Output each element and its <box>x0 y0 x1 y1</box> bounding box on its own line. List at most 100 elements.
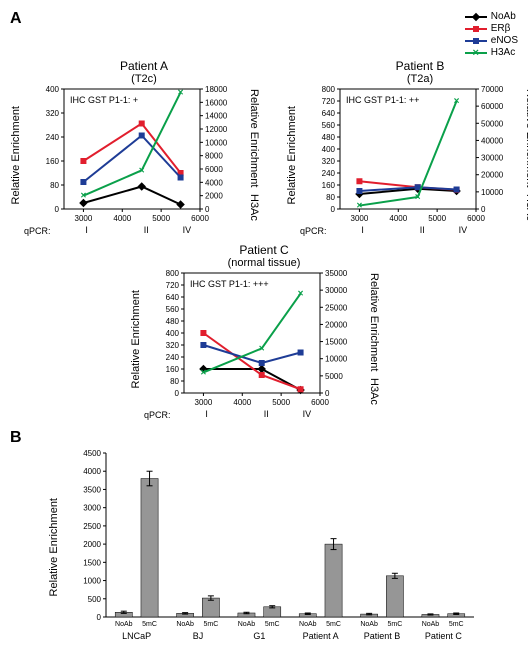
svg-text:160: 160 <box>46 157 60 166</box>
svg-text:NoAb: NoAb <box>115 621 133 628</box>
svg-text:720: 720 <box>322 97 336 106</box>
svg-text:4000: 4000 <box>83 467 101 476</box>
svg-text:640: 640 <box>166 293 180 302</box>
svg-text:2000: 2000 <box>205 192 223 201</box>
chart-title: Patient A <box>10 59 278 73</box>
svg-text:320: 320 <box>322 157 336 166</box>
panel-a: Patient A(T2c) Relative Enrichment 0 80 160 2… <box>10 59 518 421</box>
svg-text:800: 800 <box>166 269 180 278</box>
svg-text:25000: 25000 <box>325 303 348 312</box>
svg-text:480: 480 <box>166 317 180 326</box>
svg-text:×: × <box>415 192 421 203</box>
roman-tick: II <box>264 409 269 419</box>
svg-text:160: 160 <box>166 365 180 374</box>
svg-text:G1: G1 <box>253 631 265 641</box>
legend-item: ×H3Ac <box>465 47 518 58</box>
svg-text:5mC: 5mC <box>265 621 280 628</box>
chart-title: Patient C <box>130 243 398 257</box>
legend-item: eNOS <box>465 35 518 46</box>
svg-text:0: 0 <box>205 205 210 214</box>
svg-text:NoAb: NoAb <box>238 621 256 628</box>
svg-text:0: 0 <box>325 389 330 398</box>
svg-text:240: 240 <box>166 353 180 362</box>
right-axis-label: Relative Enrichment <box>248 89 260 187</box>
svg-text:3000: 3000 <box>195 398 213 407</box>
svg-text:×: × <box>178 87 184 98</box>
svg-text:NoAb: NoAb <box>299 621 317 628</box>
svg-text:×: × <box>81 191 87 202</box>
svg-text:NoAb: NoAb <box>422 621 440 628</box>
svg-text:500: 500 <box>88 595 102 604</box>
svg-text:2500: 2500 <box>83 522 101 531</box>
panel-a-label: A <box>10 10 22 28</box>
svg-text:10000: 10000 <box>481 188 504 197</box>
svg-text:Patient B: Patient B <box>364 631 401 641</box>
roman-tick: I <box>205 409 208 419</box>
svg-text:320: 320 <box>46 109 60 118</box>
svg-text:60000: 60000 <box>481 102 504 111</box>
svg-text:10000: 10000 <box>325 355 348 364</box>
chart-subtitle: (T2c) <box>10 73 278 85</box>
svg-text:5000: 5000 <box>428 214 446 223</box>
panel-b-label: B <box>10 429 518 447</box>
left-axis-label: Relative Enrichment <box>286 106 298 204</box>
chart-title: Patient B <box>286 59 528 73</box>
svg-text:3000: 3000 <box>75 214 93 223</box>
svg-text:4000: 4000 <box>205 178 223 187</box>
roman-tick: IV <box>183 225 192 235</box>
svg-text:0: 0 <box>481 205 486 214</box>
svg-text:5mC: 5mC <box>142 621 157 628</box>
svg-text:IHC GST P1-1: +++: IHC GST P1-1: +++ <box>190 279 269 289</box>
roman-tick: IV <box>459 225 468 235</box>
svg-text:5mC: 5mC <box>203 621 218 628</box>
svg-text:720: 720 <box>166 281 180 290</box>
svg-text:IHC GST P1-1: ++: IHC GST P1-1: ++ <box>346 95 419 105</box>
svg-text:480: 480 <box>322 133 336 142</box>
right-axis-sublabel: H3Ac <box>524 194 528 221</box>
chart-subtitle: (normal tissue) <box>130 257 398 269</box>
svg-text:240: 240 <box>322 169 336 178</box>
roman-tick: II <box>420 225 425 235</box>
right-axis-sublabel: H3Ac <box>248 194 260 221</box>
svg-text:640: 640 <box>322 109 336 118</box>
svg-text:400: 400 <box>46 85 60 94</box>
svg-text:40000: 40000 <box>481 136 504 145</box>
svg-text:3500: 3500 <box>83 485 101 494</box>
qpcr-label: qPCR: <box>300 226 336 236</box>
roman-tick: I <box>85 225 88 235</box>
svg-text:5mC: 5mC <box>387 621 402 628</box>
svg-text:6000: 6000 <box>205 165 223 174</box>
svg-text:×: × <box>357 201 363 212</box>
roman-tick: II <box>144 225 149 235</box>
right-axis-label: Relative Enrichment <box>524 89 528 187</box>
svg-text:16000: 16000 <box>205 98 228 107</box>
svg-text:10000: 10000 <box>205 138 228 147</box>
svg-text:1500: 1500 <box>83 558 101 567</box>
svg-text:320: 320 <box>166 341 180 350</box>
legend-label: eNOS <box>491 35 518 46</box>
legend-item: NoAb <box>465 11 518 22</box>
legend-label: ERβ <box>491 23 511 34</box>
svg-text:560: 560 <box>322 121 336 130</box>
svg-text:×: × <box>201 367 207 378</box>
bar-y-label: Relative Enrichment <box>48 498 60 596</box>
svg-text:80: 80 <box>170 377 179 386</box>
right-axis-sublabel: H3Ac <box>368 378 380 405</box>
svg-text:5000: 5000 <box>152 214 170 223</box>
left-axis-label: Relative Enrichment <box>130 290 142 388</box>
svg-text:240: 240 <box>46 133 60 142</box>
svg-text:70000: 70000 <box>481 85 504 94</box>
line-chart: Patient B(T2a)Relative Enrichment0801602… <box>286 59 528 237</box>
svg-text:80: 80 <box>326 193 335 202</box>
svg-text:12000: 12000 <box>205 125 228 134</box>
svg-text:Patient A: Patient A <box>303 631 339 641</box>
svg-text:LNCaP: LNCaP <box>122 631 151 641</box>
svg-text:800: 800 <box>322 85 336 94</box>
svg-text:30000: 30000 <box>481 154 504 163</box>
svg-text:×: × <box>298 289 304 300</box>
svg-text:×: × <box>454 96 460 107</box>
left-axis-label: Relative Enrichment <box>10 106 22 204</box>
svg-text:4000: 4000 <box>113 214 131 223</box>
svg-text:4000: 4000 <box>233 398 251 407</box>
roman-tick: IV <box>303 409 312 419</box>
